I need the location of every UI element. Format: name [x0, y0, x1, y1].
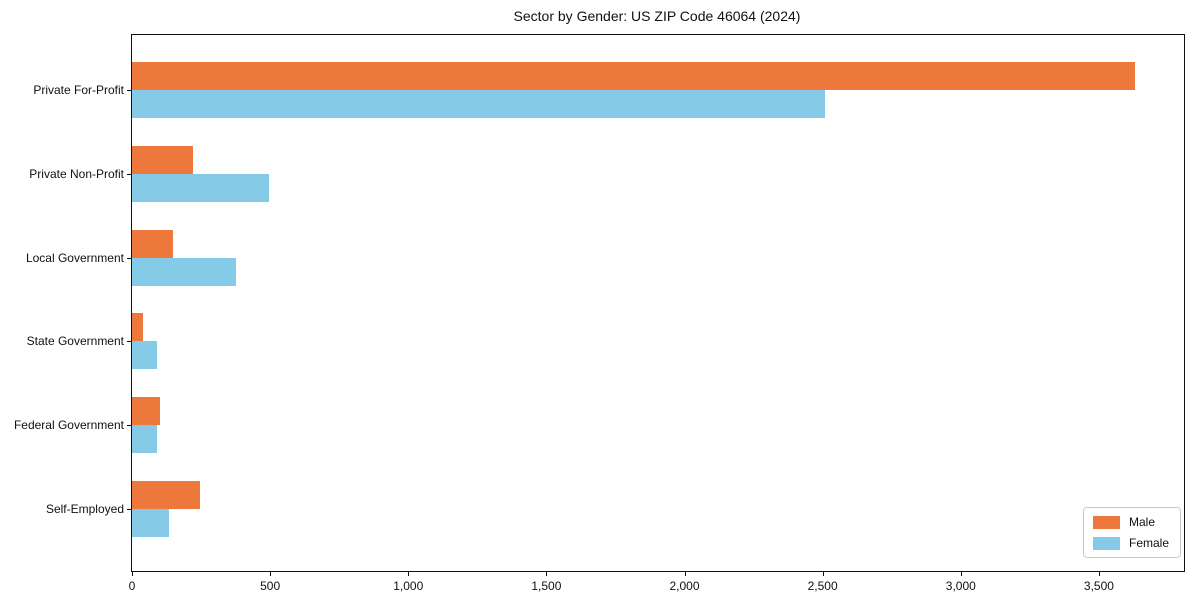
x-tick-mark: [684, 572, 686, 576]
legend: Male Female: [1082, 507, 1181, 558]
x-tick-mark: [270, 572, 272, 576]
legend-item-male: Male: [1092, 515, 1169, 529]
category-label-0: Private For-Profit: [33, 83, 124, 97]
x-tick-label-3: 1,500: [531, 579, 562, 593]
bar-male-5: [132, 481, 200, 509]
bar-female-4: [132, 425, 157, 454]
bar-female-0: [132, 90, 826, 118]
legend-male-swatch: [1092, 515, 1120, 529]
y-tick-mark: [127, 425, 132, 427]
category-label-2: Local Government: [25, 250, 124, 265]
bar-female-5: [132, 509, 170, 537]
category-label-3: State Government: [26, 334, 124, 349]
legend-male-label: Male: [1128, 515, 1155, 529]
category-label-4: Federal Government: [13, 418, 124, 433]
x-tick-mark: [822, 572, 824, 576]
x-tick-mark: [546, 572, 548, 576]
legend-female-label: Female: [1128, 536, 1169, 550]
x-tick-label-4: 2,000: [669, 579, 700, 593]
bar-male-0: [132, 62, 1135, 90]
bar-female-1: [132, 173, 269, 202]
x-tick-mark: [960, 572, 962, 576]
bar-male-1: [132, 145, 193, 174]
x-tick-label-6: 3,000: [945, 579, 976, 593]
category-label-5: Self-Employed: [45, 502, 124, 516]
x-tick-label-0: 0: [128, 579, 136, 593]
legend-item-female: Female: [1092, 536, 1169, 550]
legend-female-swatch: [1092, 536, 1120, 550]
y-tick-mark: [127, 341, 132, 343]
bar-female-3: [132, 341, 157, 370]
y-tick-mark: [127, 90, 132, 91]
bar-male-3: [132, 313, 144, 342]
bar-male-4: [132, 397, 160, 426]
x-tick-mark: [132, 572, 133, 576]
x-tick-label-7: 3,500: [1083, 579, 1114, 593]
x-tick-mark: [408, 572, 410, 576]
chart-title: Sector by Gender: US ZIP Code 46064 (202…: [513, 8, 801, 24]
plot-area: Private For-Profit Private Non-Profit Loca…: [14, 34, 1185, 593]
y-tick-mark: [127, 509, 132, 510]
y-tick-mark: [127, 257, 132, 259]
y-tick-mark: [127, 173, 132, 175]
x-tick-label-5: 2,500: [807, 579, 838, 593]
category-label-1: Private Non-Profit: [29, 166, 124, 181]
x-tick-mark: [1098, 572, 1100, 576]
bar-female-2: [132, 257, 236, 286]
bar-male-2: [132, 229, 174, 258]
x-tick-label-1: 500: [260, 579, 281, 593]
x-tick-label-2: 1,000: [393, 579, 424, 593]
